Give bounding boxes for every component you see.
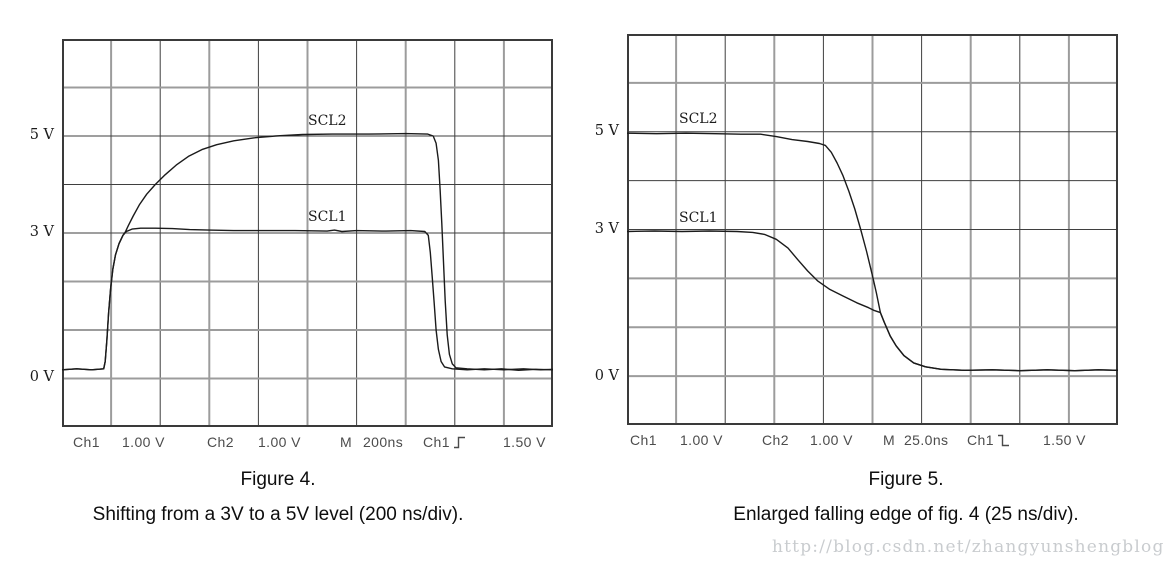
grid-border — [62, 39, 553, 427]
figure5-scope-readout: Ch1 1.00 V Ch2 1.00 V M 25.0ns Ch1 1.50 … — [627, 432, 1118, 450]
y-axis-label-5v: 5 V — [29, 127, 54, 143]
ch2-label: Ch2 — [207, 434, 234, 450]
figure4-caption: Figure 4. Shifting from a 3V to a 5V lev… — [0, 469, 556, 526]
trigger-source: Ch1 — [423, 434, 450, 450]
trace-label-scl1: SCL1 — [308, 209, 347, 225]
trace-label-scl2: SCL2 — [679, 111, 718, 127]
ch1-scale: 1.00 V — [122, 434, 165, 450]
y-axis-label-3v: 3 V — [29, 224, 54, 240]
figure5-scope-graticule: 5 V 3 V 0 V SCL2 SCL1 Ch1 1.00 V Ch2 1.0… — [595, 34, 1119, 448]
figure4-waveform-plot — [61, 39, 554, 427]
main-timebase-label: M — [340, 434, 353, 450]
main-timebase-label: M — [883, 432, 896, 448]
ch2-label: Ch2 — [762, 432, 789, 448]
ch1-scale: 1.00 V — [680, 432, 723, 448]
figure5-waveform-plot — [626, 34, 1119, 425]
ch2-scale: 1.00 V — [810, 432, 853, 448]
figure5-caption: Figure 5. Enlarged falling edge of fig. … — [642, 469, 1170, 526]
trace-scl1 — [626, 230, 1119, 372]
figure5-caption-text: Enlarged falling edge of fig. 4 (25 ns/d… — [733, 504, 1079, 525]
figure4-caption-text: Shifting from a 3V to a 5V level (200 ns… — [92, 504, 464, 525]
y-axis-label-0v: 0 V — [29, 369, 54, 385]
grid-border — [627, 34, 1118, 425]
figure4-scope-readout: Ch1 1.00 V Ch2 1.00 V M 200ns Ch1 1.50 V — [62, 434, 553, 452]
ch2-scale: 1.00 V — [258, 434, 301, 450]
trigger-source: Ch1 — [967, 432, 994, 448]
timebase-value: 200ns — [363, 434, 404, 450]
trigger-level: 1.50 V — [1043, 432, 1086, 448]
trace-label-scl1: SCL1 — [679, 210, 718, 226]
trace-scl1 — [61, 227, 554, 371]
blog-watermark: http://blog.csdn.net/zhangyunshengblog — [772, 537, 1165, 557]
rising-edge-trigger-icon — [453, 435, 466, 453]
figure5-caption-title: Figure 5. — [868, 469, 944, 490]
ch1-label: Ch1 — [73, 434, 100, 450]
trigger-level: 1.50 V — [503, 434, 546, 450]
timebase-value: 25.0ns — [904, 432, 949, 448]
ch1-label: Ch1 — [630, 432, 657, 448]
falling-edge-trigger-icon — [997, 433, 1010, 451]
y-axis-label-5v: 5 V — [594, 123, 619, 139]
trace-label-scl2: SCL2 — [308, 113, 347, 129]
figure4-scope-graticule: 5 V 3 V 0 V SCL2 SCL1 Ch1 1.00 V Ch2 1.0… — [30, 39, 554, 450]
y-axis-label-3v: 3 V — [594, 221, 619, 237]
y-axis-label-0v: 0 V — [594, 368, 619, 384]
figure4-caption-title: Figure 4. — [240, 469, 316, 490]
